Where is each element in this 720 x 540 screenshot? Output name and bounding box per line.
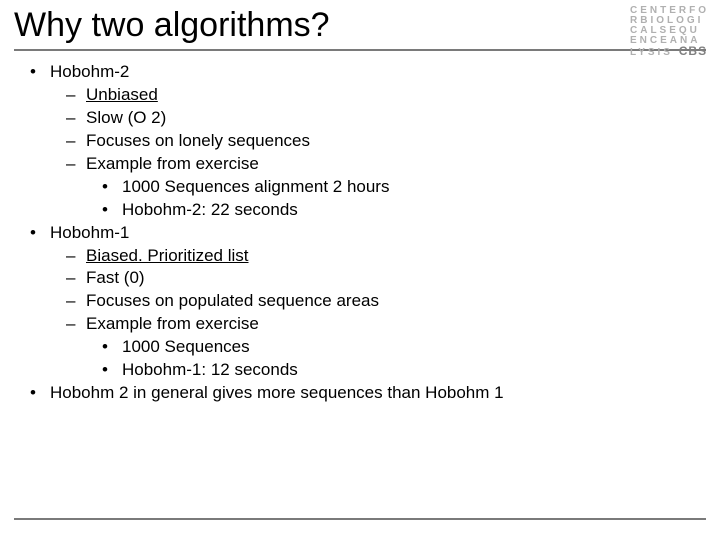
underline-text: Biased. Prioritized list [86, 246, 249, 265]
text-emphasis: lonely sequences [179, 131, 310, 150]
bullet-hobohm2: Hobohm-2 [24, 61, 706, 84]
text-prefix: Focuses on [86, 131, 179, 150]
text-emphasis: populated sequence areas [179, 291, 379, 310]
bullet-fast: Fast (0) [24, 267, 706, 290]
text-prefix: Focuses on [86, 291, 179, 310]
bullet-biased: Biased. Prioritized list [24, 245, 706, 268]
slide-content: Hobohm-2 Unbiased Slow (O 2) Focuses on … [14, 61, 706, 405]
logo-brand: CBS [679, 44, 707, 58]
bullet-1000seq: 1000 Sequences [24, 336, 706, 359]
underline-text: Unbiased [86, 85, 158, 104]
logo-line-text: LYSIS [630, 47, 673, 58]
bottom-rule [14, 518, 706, 520]
title-rule [14, 49, 706, 51]
bullet-slow: Slow (O 2) [24, 107, 706, 130]
bullet-h2-22s: Hobohm-2: 22 seconds [24, 199, 706, 222]
bullet-unbiased: Unbiased [24, 84, 706, 107]
logo-block: CENTERFO RBIOLOGI CALSEQU ENCEANA LYSIS … [630, 6, 720, 58]
bullet-lonely: Focuses on lonely sequences [24, 130, 706, 153]
slide: CENTERFO RBIOLOGI CALSEQU ENCEANA LYSIS … [0, 0, 720, 540]
logo-line: LYSIS CBS [630, 46, 720, 58]
bullet-example-h2: Example from exercise [24, 153, 706, 176]
bullet-summary: Hobohm 2 in general gives more sequences… [24, 382, 706, 405]
bullet-1000seq-2h: 1000 Sequences alignment 2 hours [24, 176, 706, 199]
bullet-populated: Focuses on populated sequence areas [24, 290, 706, 313]
slide-title: Why two algorithms? [14, 6, 706, 45]
bullet-h1-12s: Hobohm-1: 12 seconds [24, 359, 706, 382]
bullet-hobohm1: Hobohm-1 [24, 222, 706, 245]
bullet-example-h1: Example from exercise [24, 313, 706, 336]
